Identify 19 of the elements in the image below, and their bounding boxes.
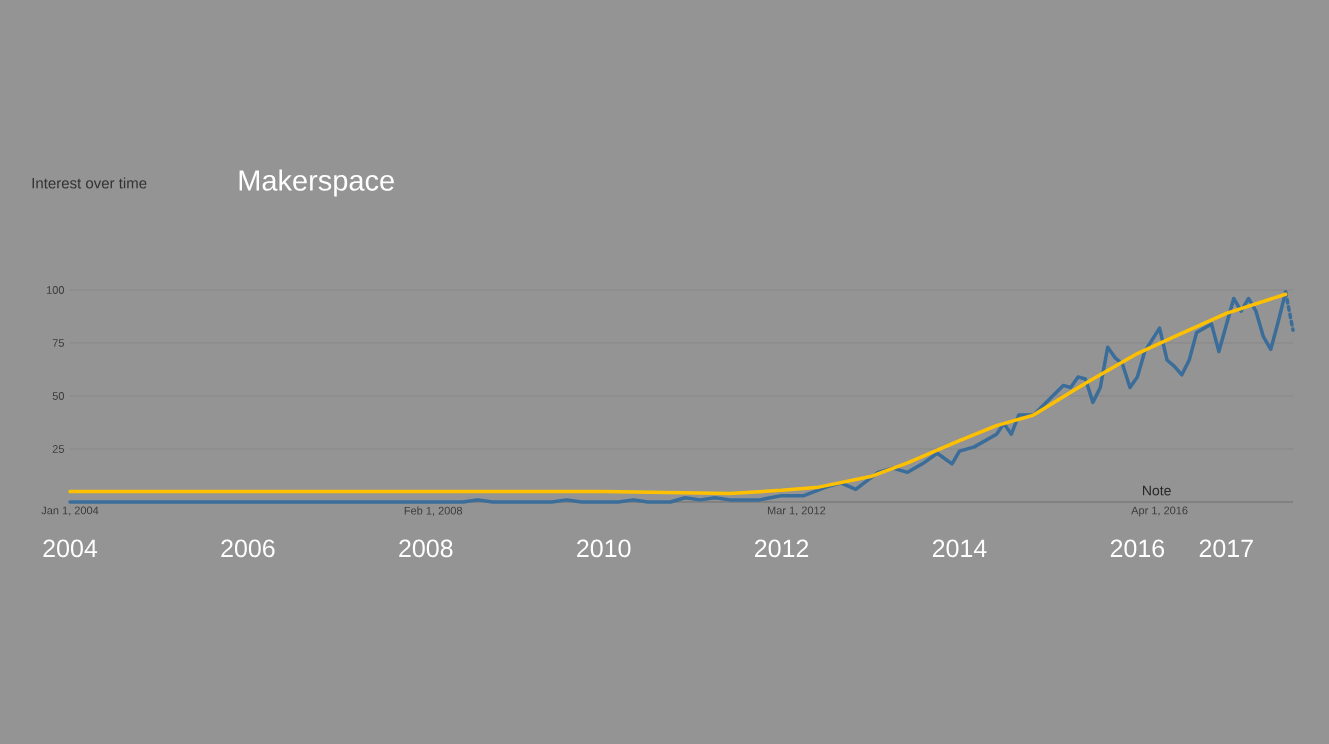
x-tick-label: Mar 1, 2012: [767, 506, 826, 516]
x2-tick-label: 2017: [1199, 539, 1253, 558]
chart-title: Makerspace: [239, 169, 394, 197]
x2-tick-label: 2004: [43, 539, 98, 558]
y-tick-label: 100: [46, 286, 65, 294]
x2-tick-label: 2010: [577, 539, 631, 558]
x-tick-label: Jan 1, 2004: [41, 506, 99, 516]
x-tick-label: Feb 1, 2008: [404, 506, 463, 516]
y-tick-label: 50: [52, 392, 65, 400]
x2-tick-label: 2012: [755, 539, 809, 558]
annotation: Note: [1143, 485, 1171, 496]
x2-tick-label: 2016: [1110, 539, 1165, 558]
x-tick-label: Apr 1, 2016: [1131, 506, 1188, 517]
x2-tick-label: 2008: [399, 539, 453, 558]
y-tick-label: 75: [52, 339, 64, 347]
y-tick-label: 25: [52, 445, 64, 453]
chart-subtitle: Interest over time: [32, 177, 147, 189]
x2-tick-label: 2006: [221, 539, 275, 558]
x2-tick-label: 2014: [932, 539, 987, 558]
